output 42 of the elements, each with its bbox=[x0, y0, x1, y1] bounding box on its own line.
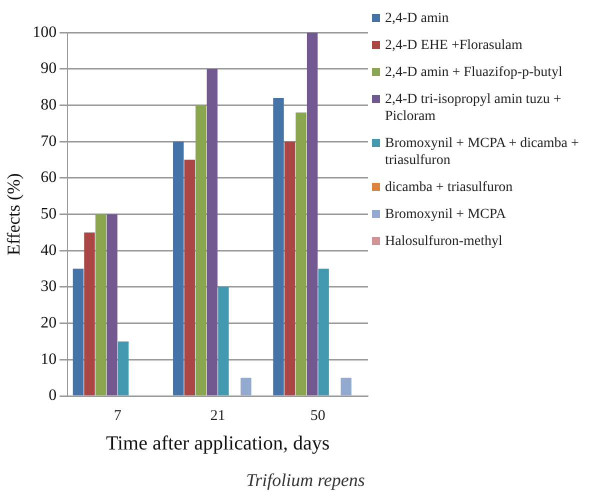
bar bbox=[72, 268, 84, 396]
x-tick-label: 50 bbox=[310, 408, 326, 424]
y-tick-label: 80 bbox=[40, 96, 57, 114]
bar bbox=[318, 268, 329, 396]
bar bbox=[118, 341, 129, 396]
legend-label: Halosulfuron-methyl bbox=[385, 233, 502, 250]
bar bbox=[206, 68, 218, 396]
y-tick-label: 20 bbox=[40, 314, 57, 332]
bar bbox=[284, 142, 296, 396]
bar bbox=[84, 232, 95, 396]
bar bbox=[196, 105, 206, 396]
bar bbox=[184, 160, 195, 396]
y-tick-label: 70 bbox=[40, 132, 57, 150]
legend-label: 2,4-D tri-isopropyl amin tuzu + Picloram bbox=[385, 91, 562, 125]
legend-label: dicamba + triasulfuron bbox=[385, 179, 513, 196]
y-axis-title: Effects (%) bbox=[4, 173, 24, 256]
y-tick-label: 0 bbox=[48, 387, 57, 404]
x-tick-label: 21 bbox=[210, 408, 226, 424]
legend-label: Bromoxynil + MCPA + dicamba + triasulfuron bbox=[385, 135, 580, 169]
bar bbox=[273, 98, 284, 396]
bar bbox=[95, 214, 106, 396]
bar bbox=[296, 112, 306, 396]
y-tick-label: 40 bbox=[40, 242, 57, 259]
text: Trifolium repens bbox=[246, 470, 365, 490]
legend-label: Bromoxynil + MCPA bbox=[385, 206, 506, 223]
legend-label: 2,4-D amin bbox=[385, 10, 449, 27]
y-tick-label: 100 bbox=[32, 24, 57, 41]
y-tick-label: 50 bbox=[40, 206, 57, 223]
y-tick-label: 30 bbox=[40, 278, 57, 296]
legend-label: 2,4-D amin + Fluazifop-p-butyl bbox=[385, 64, 562, 81]
bar bbox=[106, 214, 118, 396]
bar bbox=[340, 378, 352, 396]
x-tick-label: 7 bbox=[114, 408, 122, 424]
y-tick-label: 60 bbox=[40, 169, 57, 186]
legend-label: 2,4-D EHE +Florasulam bbox=[385, 37, 522, 54]
bar bbox=[218, 286, 229, 396]
bar bbox=[306, 32, 318, 396]
y-tick-label: 10 bbox=[40, 350, 57, 368]
y-tick-label: 90 bbox=[40, 60, 57, 78]
x-axis-title: Time after application, days bbox=[106, 432, 330, 454]
bar bbox=[173, 142, 184, 396]
bar bbox=[240, 378, 252, 396]
